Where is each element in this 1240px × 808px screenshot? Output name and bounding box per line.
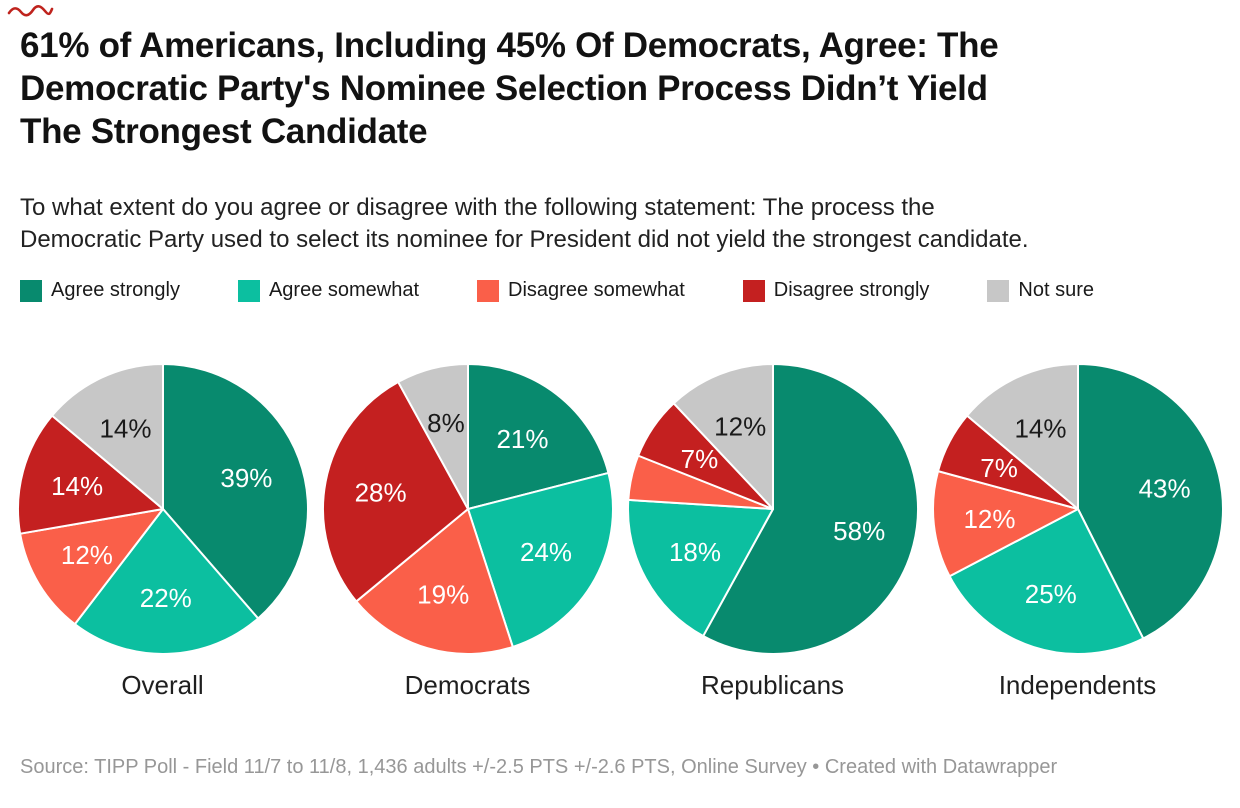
slice-value-label: 18%: [668, 537, 720, 567]
slice-value-label: 58%: [833, 516, 885, 546]
footer-separator: •: [812, 756, 820, 778]
legend-item-not-sure: Not sure: [987, 279, 1094, 302]
legend-label: Not sure: [1018, 279, 1095, 301]
pie-panel-republicans: 58% 18% 7% 12% Republicans: [620, 362, 925, 700]
pie-slice-disagree-somewhat: [354, 508, 514, 655]
pie-slice-not-sure: [50, 363, 164, 510]
pie-slice-disagree-strongly: [16, 414, 164, 535]
slice-value-label: 19%: [417, 580, 469, 610]
pie-chart-independents: 43% 25% 12% 7% 14%: [931, 363, 1224, 655]
chart-title-line: 61% of Americans, Including 45% Of Democ…: [20, 26, 999, 65]
legend-label: Disagree somewhat: [508, 279, 685, 301]
pie-group-label-republicans: Republicans: [700, 670, 845, 700]
legend-item-agree-strongly: Agree strongly: [20, 279, 180, 302]
slice-value-label: 12%: [714, 411, 766, 441]
pie-chart-republicans: 58% 18% 7%12%: [626, 363, 919, 655]
pie-chart-democrats: 21% 24% 19% 28% 8%: [321, 363, 614, 655]
chart-title-line: The Strongest Candidate: [20, 112, 428, 151]
pie-group-label-democrats: Democrats: [404, 670, 531, 700]
pie-panel-overall: 39% 22% 12% 14% 14% Overall: [10, 362, 315, 700]
slice-value-label: 8%: [427, 408, 465, 438]
pie-group-label-independents: Independents: [998, 670, 1157, 700]
slice-value-label: 43%: [1138, 474, 1190, 504]
pie-slice-agree-somewhat: [948, 508, 1144, 655]
slice-value-label: 12%: [963, 504, 1015, 534]
slice-value-label: 7%: [680, 444, 718, 474]
slice-value-label: 28%: [354, 477, 406, 507]
pie-slice-agree-strongly: [466, 363, 609, 510]
slice-value-label: 22%: [139, 583, 191, 613]
pie-slice-agree-strongly: [1076, 363, 1224, 640]
legend-item-disagree-strongly: Disagree strongly: [742, 279, 930, 302]
chart-subtitle: To what extent do you agree or disagree …: [20, 192, 1220, 256]
legend-swatch-agree-somewhat: [237, 279, 260, 302]
chart-subtitle-line: To what extent do you agree or disagree …: [20, 194, 935, 221]
pie-group-label-overall: Overall: [121, 670, 204, 700]
slice-value-label: 14%: [51, 471, 103, 501]
slice-value-label: 24%: [519, 537, 571, 567]
legend-swatch-agree-strongly: [20, 279, 42, 302]
chart-subtitle-line: Democratic Party used to select its nomi…: [20, 226, 1029, 253]
pie-chart-overall: 39% 22% 12% 14% 14%: [16, 363, 309, 655]
legend-label: Agree somewhat: [268, 279, 420, 301]
slice-value-label: 12%: [60, 540, 112, 570]
pies-row: 39% 22% 12% 14% 14% Overall 21% 24% 19% 28% 8% Demo…: [0, 362, 1240, 700]
pie-slice-agree-somewhat: [466, 471, 614, 648]
legend-item-disagree-somewhat: Disagree somewhat: [477, 279, 685, 302]
pie-panel-democrats: 21% 24% 19% 28% 8% Democrats: [315, 362, 620, 700]
legend-swatch-disagree-somewhat: [477, 279, 500, 302]
pie-slice-not-sure: [965, 363, 1079, 510]
legend: Agree strongly Agree somewhat Disagree som…: [20, 279, 1094, 302]
legend-label: Disagree strongly: [773, 279, 930, 301]
pie-slice-disagree-strongly: [321, 380, 469, 603]
pie-slice-agree-strongly: [161, 363, 309, 620]
chart-title-line: Democratic Party's Nominee Selection Pro…: [20, 69, 988, 108]
slice-value-label: 7%: [980, 453, 1018, 483]
pie-slice-disagree-somewhat: [931, 470, 1079, 578]
pie-slice-not-sure: [396, 363, 469, 510]
slice-value-label: 25%: [1024, 579, 1076, 609]
slice-value-label: 14%: [99, 413, 151, 443]
red-scribble-annotation: [7, 5, 54, 17]
slice-value-label: 14%: [1014, 413, 1066, 443]
slice-value-label: 21%: [496, 424, 548, 454]
pie-slice-agree-somewhat: [73, 508, 259, 655]
legend-swatch-not-sure: [987, 279, 1010, 302]
slice-value-label: 39%: [220, 463, 272, 493]
legend-item-agree-somewhat: Agree somewhat: [237, 279, 420, 302]
pie-slice-not-sure: [672, 363, 774, 510]
pie-slice-agree-somewhat: [626, 498, 774, 638]
legend-swatch-disagree-strongly: [742, 279, 765, 302]
footer: Source: TIPP Poll - Field 11/7 to 11/8, …: [20, 755, 1057, 779]
legend-label: Agree strongly: [51, 279, 180, 301]
pie-slice-disagree-somewhat: [18, 508, 164, 626]
chart-title: 61% of Americans, Including 45% Of Democ…: [20, 24, 1225, 153]
pie-panel-independents: 43% 25% 12% 7% 14% Independents: [925, 362, 1230, 700]
footer-datawrapper-link[interactable]: Created with Datawrapper: [824, 756, 1058, 778]
pie-slice-agree-strongly: [701, 363, 919, 655]
footer-source-text: Source: TIPP Poll - Field 11/7 to 11/8, …: [20, 756, 807, 778]
